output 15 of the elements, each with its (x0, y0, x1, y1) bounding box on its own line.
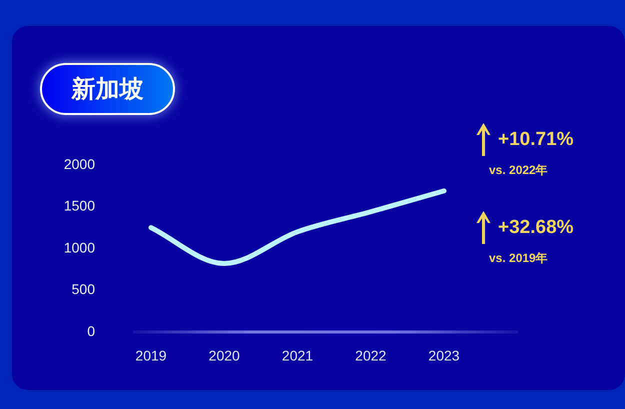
x-tick-label: 2023 (428, 347, 460, 364)
y-tick-label: 2000 (64, 156, 96, 172)
annotation: +32.68% (498, 217, 574, 239)
y-tick-label: 1500 (64, 198, 96, 214)
x-tick-label: 2020 (208, 347, 240, 364)
chart-title: 新加坡 (40, 63, 175, 115)
text: +10.71% (498, 129, 574, 151)
x-tick-label: 2022 (355, 347, 387, 364)
annotation: vs. 2022年 (489, 163, 548, 177)
annotation: vs. 2019年 (489, 251, 548, 265)
x-tick-label: 2019 (135, 347, 167, 364)
x-tick-label: 2021 (282, 347, 314, 364)
y-tick-label: 1000 (64, 239, 96, 256)
y-tick-label: 500 (72, 281, 96, 298)
y-tick-label: 0 (87, 322, 96, 339)
